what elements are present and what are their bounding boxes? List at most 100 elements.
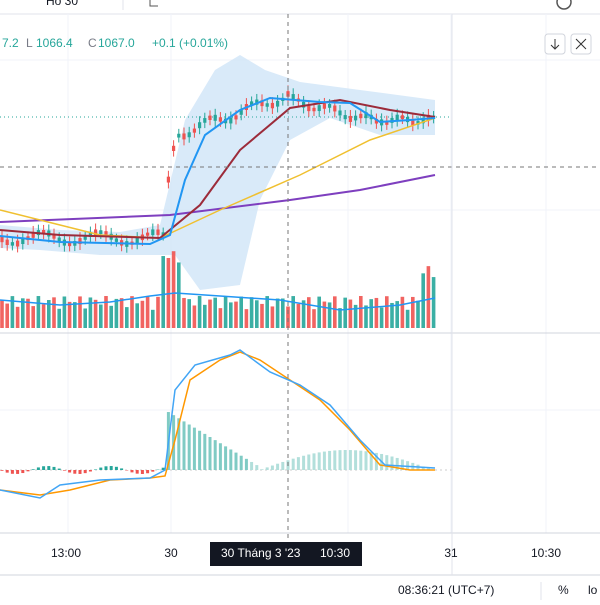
volume-bar — [229, 302, 233, 328]
candle — [167, 177, 170, 183]
volume-bar — [115, 299, 119, 328]
volume-bar — [338, 308, 342, 328]
candle — [99, 230, 102, 234]
histogram-bar — [198, 431, 201, 470]
time-label: 13:00 — [51, 546, 81, 560]
histogram-bar — [292, 459, 295, 470]
volume-bar — [271, 306, 275, 328]
volume-bar — [276, 299, 280, 328]
signal-line — [0, 352, 435, 495]
volume-bar — [68, 302, 72, 328]
histogram-bar — [339, 450, 342, 470]
candle — [359, 114, 362, 118]
histogram-bar — [391, 456, 394, 470]
candle — [276, 101, 279, 107]
legend-close-label: C — [88, 36, 97, 50]
histogram-bar — [281, 462, 284, 470]
histogram-bar — [110, 466, 113, 470]
histogram-bar — [115, 467, 118, 470]
histogram-bar — [209, 437, 212, 470]
volume-bar — [250, 297, 254, 328]
candle — [151, 229, 154, 235]
volume-bar — [89, 297, 93, 328]
histogram-bar — [276, 464, 279, 470]
time-label: 30 — [164, 546, 178, 560]
volume-bar — [78, 296, 82, 328]
interval-button[interactable]: Hồ 30 — [46, 0, 78, 8]
volume-bar — [312, 309, 316, 328]
time-label: 31 — [444, 546, 458, 560]
legend-close: 1067.0 — [98, 36, 135, 50]
volume-bar — [73, 302, 77, 328]
volume-bar — [94, 300, 98, 328]
volume-bar — [307, 297, 311, 328]
histogram-bar — [58, 469, 61, 470]
volume-bar — [390, 303, 394, 328]
histogram-bar — [261, 469, 264, 470]
histogram-bar — [79, 470, 82, 474]
candle — [177, 134, 180, 138]
histogram-bar — [266, 467, 269, 470]
candle — [146, 233, 149, 236]
candle — [208, 116, 211, 120]
percent-toggle[interactable]: % — [558, 583, 569, 597]
histogram-bar — [105, 466, 108, 470]
histogram-bar — [245, 459, 248, 470]
candle — [182, 133, 185, 139]
volume-bar — [146, 297, 150, 328]
volume-bar — [406, 310, 410, 328]
volume-bar — [380, 307, 384, 328]
histogram-bar — [89, 470, 92, 472]
histogram-bar — [255, 465, 258, 470]
histogram-bar — [120, 468, 123, 470]
volume-bar — [5, 304, 9, 328]
histogram-bar — [318, 452, 321, 470]
histogram-bar — [307, 454, 310, 470]
histogram-bar — [11, 470, 14, 474]
volume-bar — [364, 305, 368, 328]
candle — [234, 115, 237, 119]
candle — [401, 115, 404, 119]
histogram-bar — [302, 456, 305, 470]
clock: 08:36:21 (UTC+7) — [398, 583, 494, 597]
volume-bar — [21, 298, 25, 328]
legend-low-label: L — [26, 36, 33, 50]
candle — [136, 238, 139, 244]
legend-low: 1066.4 — [36, 36, 73, 50]
volume-bar — [156, 297, 160, 328]
candle — [266, 103, 269, 106]
volume-bar — [213, 298, 217, 328]
volume-bar — [385, 296, 389, 328]
macd-line — [0, 350, 435, 498]
histogram-bar — [188, 425, 191, 470]
candle — [16, 241, 19, 247]
histogram-bar — [385, 455, 388, 470]
volume-bar — [203, 305, 207, 328]
histogram-bar — [47, 466, 50, 470]
histogram-bar — [235, 453, 238, 470]
histogram-bar — [27, 470, 30, 471]
volume-bar — [359, 296, 363, 328]
candle — [312, 108, 315, 111]
histogram-bar — [240, 456, 243, 470]
volume-bar — [172, 251, 176, 328]
bollinger-band — [0, 55, 435, 290]
log-toggle[interactable]: lo — [588, 583, 598, 597]
volume-bar — [120, 298, 124, 328]
volume-bar — [208, 300, 212, 328]
volume-bar — [323, 302, 327, 328]
candle — [0, 236, 3, 242]
volume-bar — [187, 299, 191, 328]
volume-bar — [161, 256, 165, 328]
histogram-bar — [1, 470, 4, 471]
volume-bar — [297, 304, 301, 328]
volume-bar — [234, 302, 238, 328]
histogram-bar — [84, 470, 87, 473]
volume-bar — [432, 277, 436, 328]
crosshair-label: 30 Tháng 3 '23 — [221, 546, 301, 560]
candle — [193, 129, 196, 133]
volume-bar — [141, 301, 145, 328]
histogram-bar — [99, 468, 102, 470]
volume-bar — [182, 298, 186, 328]
volume-bar — [219, 308, 223, 328]
